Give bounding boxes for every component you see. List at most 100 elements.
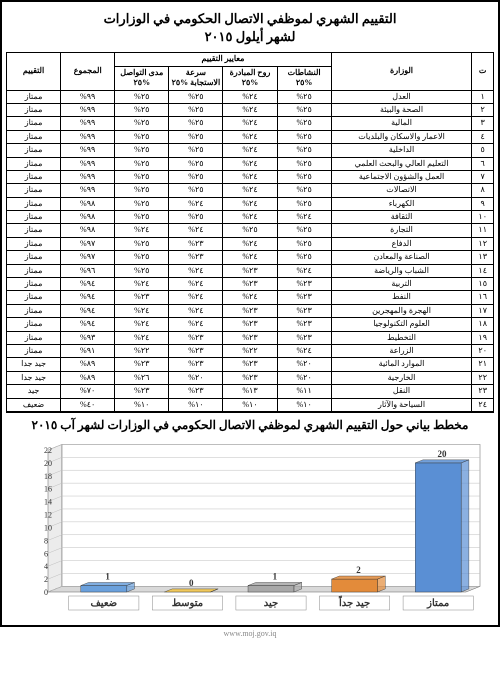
cell-m: النفط: [331, 291, 472, 304]
cell-r: ممتاز: [7, 197, 61, 210]
cell-r: ممتاز: [7, 170, 61, 183]
cell-c3: ٢٤%: [169, 318, 223, 331]
cell-c3: ٢٣%: [169, 344, 223, 357]
table-row: ٢٢الخارجية٢٠%٢٣%٢٠%٢٦%٨٩%جيد جدا: [7, 371, 494, 384]
cell-r: ممتاز: [7, 184, 61, 197]
cell-r: ممتاز: [7, 264, 61, 277]
cell-c1: ٢٥%: [277, 117, 331, 130]
svg-text:16: 16: [44, 485, 52, 494]
table-row: ١٣الصناعة والمعادن٢٥%٢٤%٢٣%٢٥%٩٧%ممتاز: [7, 251, 494, 264]
svg-text:2: 2: [44, 575, 48, 584]
cell-c4: ٢٤%: [115, 304, 169, 317]
header-criteria: معايير التقييم: [115, 53, 331, 66]
cell-c2: ٢٣%: [223, 371, 277, 384]
cell-m: الزراعة: [331, 344, 472, 357]
svg-text:1: 1: [273, 571, 278, 581]
cell-c1: ٢٥%: [277, 197, 331, 210]
cell-c2: ٢٤%: [223, 184, 277, 197]
cell-s: ٨٩%: [61, 358, 115, 371]
table-row: ١٨العلوم التكنولوجيا٢٣%٢٣%٢٤%٢٤%٩٤%ممتاز: [7, 318, 494, 331]
cell-c4: ٢٥%: [115, 264, 169, 277]
cell-m: الصحة والبيئة: [331, 103, 472, 116]
cell-c2: ١٠%: [223, 398, 277, 411]
cell-c3: ٢٤%: [169, 304, 223, 317]
cell-c4: ٢٥%: [115, 103, 169, 116]
cell-c2: ٢٤%: [223, 157, 277, 170]
cell-s: ٩١%: [61, 344, 115, 357]
cell-c4: ٢٥%: [115, 197, 169, 210]
table-body: ١العدل٢٥%٢٤%٢٥%٢٥%٩٩%ممتاز٢الصحة والبيئة…: [7, 90, 494, 411]
cell-c2: ٢٤%: [223, 291, 277, 304]
cell-r: ممتاز: [7, 318, 61, 331]
cell-c1: ٢٥%: [277, 184, 331, 197]
cell-c3: ٢٥%: [169, 90, 223, 103]
cell-s: ٩٤%: [61, 318, 115, 331]
cell-c4: ٢٥%: [115, 211, 169, 224]
cell-m: التربية: [331, 278, 472, 291]
cell-c4: ٢٥%: [115, 90, 169, 103]
cell-n: ١٠: [472, 211, 494, 224]
cell-r: ممتاز: [7, 224, 61, 237]
table-row: ٢١الموارد المائية٢٠%٢٣%٢٣%٢٣%٨٩%جيد جدا: [7, 358, 494, 371]
header-c3: سرعة الاستجابة %٢٥: [169, 66, 223, 90]
cell-m: الخارجية: [331, 371, 472, 384]
cell-n: ٣: [472, 117, 494, 130]
svg-text:6: 6: [44, 549, 48, 558]
svg-text:8: 8: [44, 536, 48, 545]
cell-r: ضعيف: [7, 398, 61, 411]
cell-s: ٩٨%: [61, 224, 115, 237]
cell-r: ممتاز: [7, 331, 61, 344]
cell-s: ٩٤%: [61, 278, 115, 291]
table-row: ٢٤السياحة والآثار١٠%١٠%١٠%١٠%٤٠%ضعيف: [7, 398, 494, 411]
table-row: ١٦النفط٢٣%٢٤%٢٤%٢٣%٩٤%ممتاز: [7, 291, 494, 304]
cell-c3: ٢٤%: [169, 224, 223, 237]
cell-s: ٤٠%: [61, 398, 115, 411]
cell-n: ١٦: [472, 291, 494, 304]
cell-c1: ٢٥%: [277, 130, 331, 143]
cell-c1: ٢٥%: [277, 224, 331, 237]
cell-n: ٢٤: [472, 398, 494, 411]
svg-text:10: 10: [44, 523, 52, 532]
cell-c2: ٢٣%: [223, 358, 277, 371]
cell-n: ١٧: [472, 304, 494, 317]
cell-c3: ٢٠%: [169, 371, 223, 384]
cell-c1: ٢٥%: [277, 157, 331, 170]
cell-n: ٧: [472, 170, 494, 183]
cell-s: ٩٨%: [61, 197, 115, 210]
cell-r: ممتاز: [7, 251, 61, 264]
cell-s: ٩٧%: [61, 251, 115, 264]
svg-text:جيد: جيد: [264, 598, 278, 609]
cell-r: ممتاز: [7, 130, 61, 143]
header-ministry: الوزارة: [331, 53, 472, 90]
cell-m: العمل والشؤون الاجتماعية: [331, 170, 472, 183]
cell-c3: ٢٣%: [169, 385, 223, 398]
cell-m: العدل: [331, 90, 472, 103]
cell-c3: ٢٥%: [169, 170, 223, 183]
table-row: ٩الكهرباء٢٥%٢٤%٢٤%٢٥%٩٨%ممتاز: [7, 197, 494, 210]
cell-c2: ٢٢%: [223, 344, 277, 357]
cell-c1: ٢٥%: [277, 237, 331, 250]
cell-c3: ٢٥%: [169, 130, 223, 143]
cell-m: المالية: [331, 117, 472, 130]
cell-c3: ٢٣%: [169, 251, 223, 264]
cell-c1: ٢٣%: [277, 318, 331, 331]
cell-m: الهجرة والمهجرين: [331, 304, 472, 317]
cell-s: ٧٠%: [61, 385, 115, 398]
cell-n: ١٨: [472, 318, 494, 331]
header-c1: النشاطات %٢٥: [277, 66, 331, 90]
cell-c4: ٢٥%: [115, 157, 169, 170]
cell-c3: ٢٣%: [169, 331, 223, 344]
cell-n: ٢٣: [472, 385, 494, 398]
cell-c4: ٢٤%: [115, 224, 169, 237]
cell-c1: ٢٠%: [277, 371, 331, 384]
cell-n: ٢٠: [472, 344, 494, 357]
cell-c4: ٢٢%: [115, 344, 169, 357]
cell-c2: ٢٤%: [223, 117, 277, 130]
cell-m: التخطيط: [331, 331, 472, 344]
svg-text:14: 14: [44, 498, 52, 507]
cell-c3: ٢٥%: [169, 184, 223, 197]
cell-c2: ٢٣%: [223, 278, 277, 291]
cell-c4: ٢٥%: [115, 130, 169, 143]
table-row: ١٢الدفاع٢٥%٢٤%٢٣%٢٥%٩٧%ممتاز: [7, 237, 494, 250]
cell-s: ٩٣%: [61, 331, 115, 344]
